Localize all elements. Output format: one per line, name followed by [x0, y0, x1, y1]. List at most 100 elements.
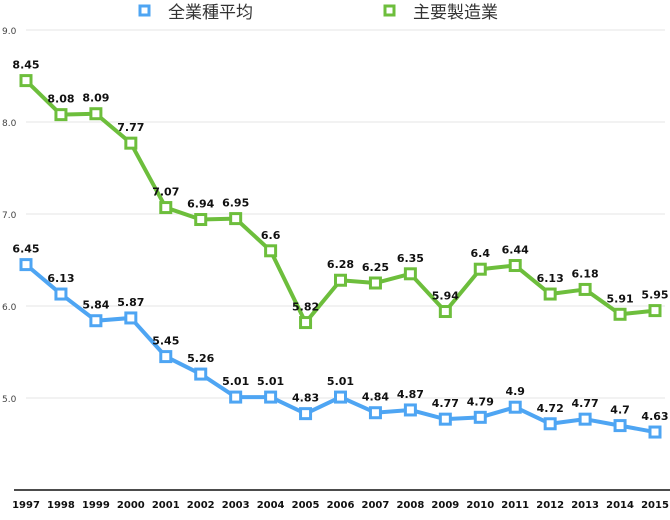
- data-point: [543, 417, 557, 431]
- data-label: 8.45: [12, 59, 39, 72]
- data-label: 4.63: [641, 410, 668, 423]
- data-point: [368, 276, 382, 290]
- data-point: [578, 282, 592, 296]
- data-point: [124, 311, 138, 325]
- x-tick-label: 2003: [222, 500, 250, 511]
- data-point: [124, 136, 138, 150]
- data-label: 5.95: [641, 289, 668, 302]
- data-point: [648, 304, 662, 318]
- data-point: [403, 267, 417, 281]
- data-label: 5.45: [152, 335, 179, 348]
- data-point: [299, 407, 313, 421]
- x-tick-label: 1997: [12, 500, 40, 511]
- data-point: [578, 412, 592, 426]
- data-point: [613, 307, 627, 321]
- data-point: [54, 108, 68, 122]
- data-point: [19, 258, 33, 272]
- data-label: 4.72: [537, 402, 564, 415]
- data-label: 4.84: [362, 391, 389, 404]
- data-label: 4.7: [610, 404, 630, 417]
- data-label: 8.08: [47, 93, 74, 106]
- y-tick-label: 9.0: [2, 27, 17, 37]
- data-label: 5.94: [432, 290, 459, 303]
- legend-label: 主要製造業: [413, 3, 498, 23]
- x-tick-label: 2011: [501, 500, 529, 511]
- x-tick-label: 1998: [47, 500, 75, 511]
- legend-marker: [138, 4, 151, 17]
- x-tick-label: 2006: [327, 500, 355, 511]
- legend-label: 全業種平均: [168, 3, 253, 23]
- data-point: [299, 316, 313, 330]
- data-label: 4.77: [572, 397, 599, 410]
- x-tick-label: 2005: [292, 500, 320, 511]
- x-tick-label: 2004: [257, 500, 285, 511]
- x-tick-label: 1999: [82, 500, 110, 511]
- data-point: [89, 314, 103, 328]
- data-point: [194, 213, 208, 227]
- data-label: 6.6: [261, 229, 281, 242]
- data-label: 4.87: [397, 388, 424, 401]
- legend-marker: [383, 4, 396, 17]
- data-label: 5.87: [117, 296, 144, 309]
- y-tick-label: 6.0: [2, 303, 17, 313]
- x-tick-label: 2008: [396, 500, 424, 511]
- x-tick-label: 2015: [641, 500, 669, 511]
- data-label: 5.01: [222, 375, 249, 388]
- data-point: [648, 425, 662, 439]
- data-point: [508, 400, 522, 414]
- data-point: [438, 305, 452, 319]
- data-label: 6.25: [362, 261, 389, 274]
- data-point: [543, 287, 557, 301]
- data-point: [334, 273, 347, 287]
- data-point: [159, 350, 173, 364]
- data-label: 6.95: [222, 197, 249, 210]
- x-tick-label: 2013: [571, 500, 599, 511]
- data-label: 6.13: [537, 272, 564, 285]
- data-point: [508, 259, 522, 273]
- y-tick-label: 7.0: [2, 211, 17, 221]
- x-tick-label: 2000: [117, 500, 145, 511]
- data-label: 5.91: [606, 292, 633, 305]
- data-label: 4.77: [432, 397, 459, 410]
- data-label: 5.01: [327, 375, 354, 388]
- data-label: 7.07: [152, 186, 179, 199]
- data-label: 5.82: [292, 301, 319, 314]
- data-point: [89, 107, 103, 121]
- x-tick-label: 2001: [152, 500, 180, 511]
- y-tick-label: 8.0: [2, 119, 17, 129]
- data-label: 6.13: [47, 272, 74, 285]
- data-point: [334, 390, 347, 404]
- x-tick-label: 2002: [187, 500, 215, 511]
- x-tick-label: 2014: [606, 500, 634, 511]
- data-label: 7.77: [117, 121, 144, 134]
- data-label: 6.44: [502, 244, 529, 257]
- x-tick-label: 2007: [362, 500, 390, 511]
- data-label: 6.4: [471, 247, 491, 260]
- data-label: 4.9: [505, 385, 525, 398]
- data-point: [19, 74, 33, 88]
- data-point: [229, 390, 243, 404]
- data-label: 5.01: [257, 375, 284, 388]
- x-tick-label: 2009: [431, 500, 459, 511]
- x-tick-label: 2012: [536, 500, 564, 511]
- data-point: [438, 412, 452, 426]
- data-label: 6.45: [12, 243, 39, 256]
- data-point: [264, 390, 278, 404]
- data-label: 6.94: [187, 198, 214, 211]
- data-point: [368, 406, 382, 420]
- data-point: [613, 419, 627, 433]
- data-point: [403, 403, 417, 417]
- data-label: 4.83: [292, 392, 319, 405]
- data-point: [54, 287, 68, 301]
- data-label: 8.09: [82, 92, 109, 105]
- data-label: 5.26: [187, 352, 214, 365]
- data-label: 4.79: [467, 395, 494, 408]
- x-tick-label: 2010: [466, 500, 494, 511]
- data-point: [229, 212, 243, 226]
- data-label: 6.35: [397, 252, 424, 265]
- data-point: [473, 262, 487, 276]
- data-point: [159, 201, 173, 215]
- data-point: [473, 410, 487, 424]
